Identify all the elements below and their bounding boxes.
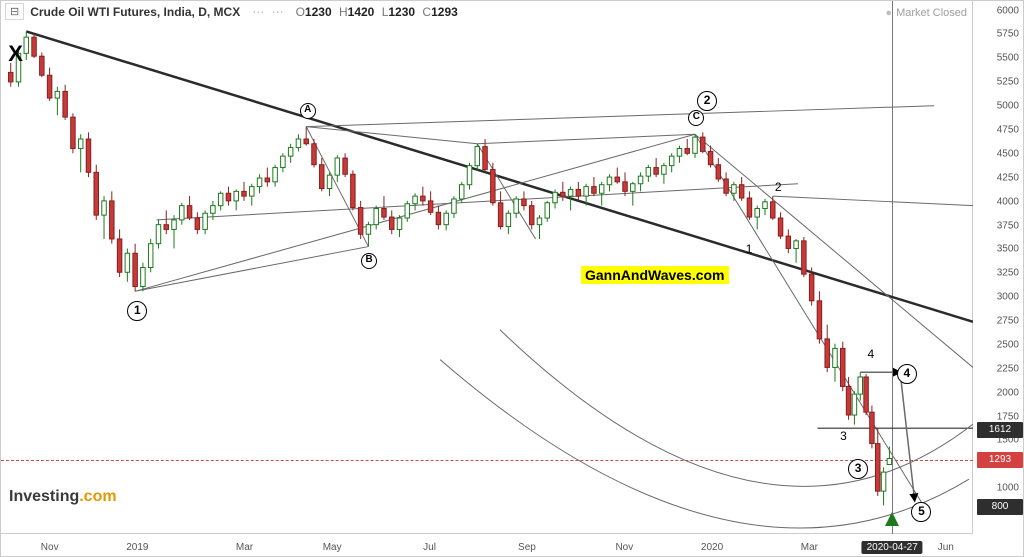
price-tag: 1293 — [977, 452, 1023, 468]
wave-label: 4 — [867, 347, 874, 361]
y-tick: 3250 — [997, 268, 1019, 279]
price-tag: 1612 — [977, 422, 1023, 438]
y-tick: 5500 — [997, 53, 1019, 64]
crosshair-vertical — [892, 1, 893, 534]
y-tick: 2750 — [997, 316, 1019, 327]
y-tick: 4750 — [997, 124, 1019, 135]
ohlc-readout: O1230 H1420 L1230 C1293 — [292, 5, 458, 19]
wave-label: 2 — [775, 180, 782, 194]
wave-label: 4 — [897, 364, 917, 384]
x-tick: Mar — [801, 542, 818, 553]
y-tick: 6000 — [997, 5, 1019, 16]
x-tick: Mar — [236, 542, 253, 553]
y-tick: 3500 — [997, 244, 1019, 255]
y-axis[interactable]: 8001000125015001750200022502500275030003… — [972, 1, 1023, 534]
x-tick: Jul — [423, 542, 436, 553]
indicator-dots[interactable]: ⋯ ⋯ — [252, 5, 285, 19]
y-tick: 4250 — [997, 172, 1019, 183]
investing-logo: Investing.com — [9, 488, 117, 506]
y-tick: 3750 — [997, 220, 1019, 231]
x-axis[interactable]: Nov 2019 Mar May Jul Sep Nov 2020 Mar Jun 2020-04-… — [1, 533, 973, 556]
x-highlight: 2020-04-27 — [862, 541, 923, 554]
watermark: GannAndWaves.com — [581, 266, 729, 284]
chart-canvas — [1, 1, 973, 534]
y-tick: 1750 — [997, 411, 1019, 422]
y-tick: 2500 — [997, 339, 1019, 350]
chart-header: ⊟ Crude Oil WTI Futures, India, D, MCX ⋯… — [5, 3, 458, 20]
wave-label: 5 — [911, 502, 931, 522]
y-tick: 2250 — [997, 363, 1019, 374]
wave-label: 3 — [848, 459, 868, 479]
y-tick: 5000 — [997, 101, 1019, 112]
x-tick: 2019 — [126, 542, 148, 553]
price-tag: 800 — [977, 499, 1023, 515]
y-tick: 2000 — [997, 387, 1019, 398]
wave-label: 3 — [840, 429, 847, 443]
chart-root: ⊟ Crude Oil WTI Futures, India, D, MCX ⋯… — [0, 0, 1024, 557]
interval-icon[interactable]: ⊟ — [5, 3, 24, 20]
x-tick: Nov — [615, 542, 633, 553]
crosshair-horizontal — [1, 460, 973, 461]
wave-label: 1 — [127, 301, 147, 321]
plot-area[interactable]: 1ABC21234345X GannAndWaves.com Investing… — [1, 1, 973, 534]
symbol-title[interactable]: Crude Oil WTI Futures, India, D, MCX — [30, 5, 240, 19]
y-tick: 5250 — [997, 77, 1019, 88]
y-tick: 1000 — [997, 483, 1019, 494]
wave-label: X — [8, 41, 23, 67]
y-tick: 3000 — [997, 292, 1019, 303]
wave-label: A — [300, 103, 316, 119]
y-tick: 4500 — [997, 148, 1019, 159]
x-tick: 2020 — [701, 542, 723, 553]
x-tick: Nov — [41, 542, 59, 553]
wave-label: 2 — [697, 91, 717, 111]
y-tick: 5750 — [997, 29, 1019, 40]
wave-label: B — [361, 253, 377, 269]
wave-label: 1 — [746, 242, 753, 256]
x-tick: Sep — [518, 542, 536, 553]
market-status: Market Closed — [885, 7, 967, 19]
x-tick: May — [323, 542, 342, 553]
wave-label: C — [688, 110, 704, 126]
y-tick: 4000 — [997, 196, 1019, 207]
marker-arrow-up — [885, 512, 899, 526]
x-tick: Jun — [938, 542, 954, 553]
